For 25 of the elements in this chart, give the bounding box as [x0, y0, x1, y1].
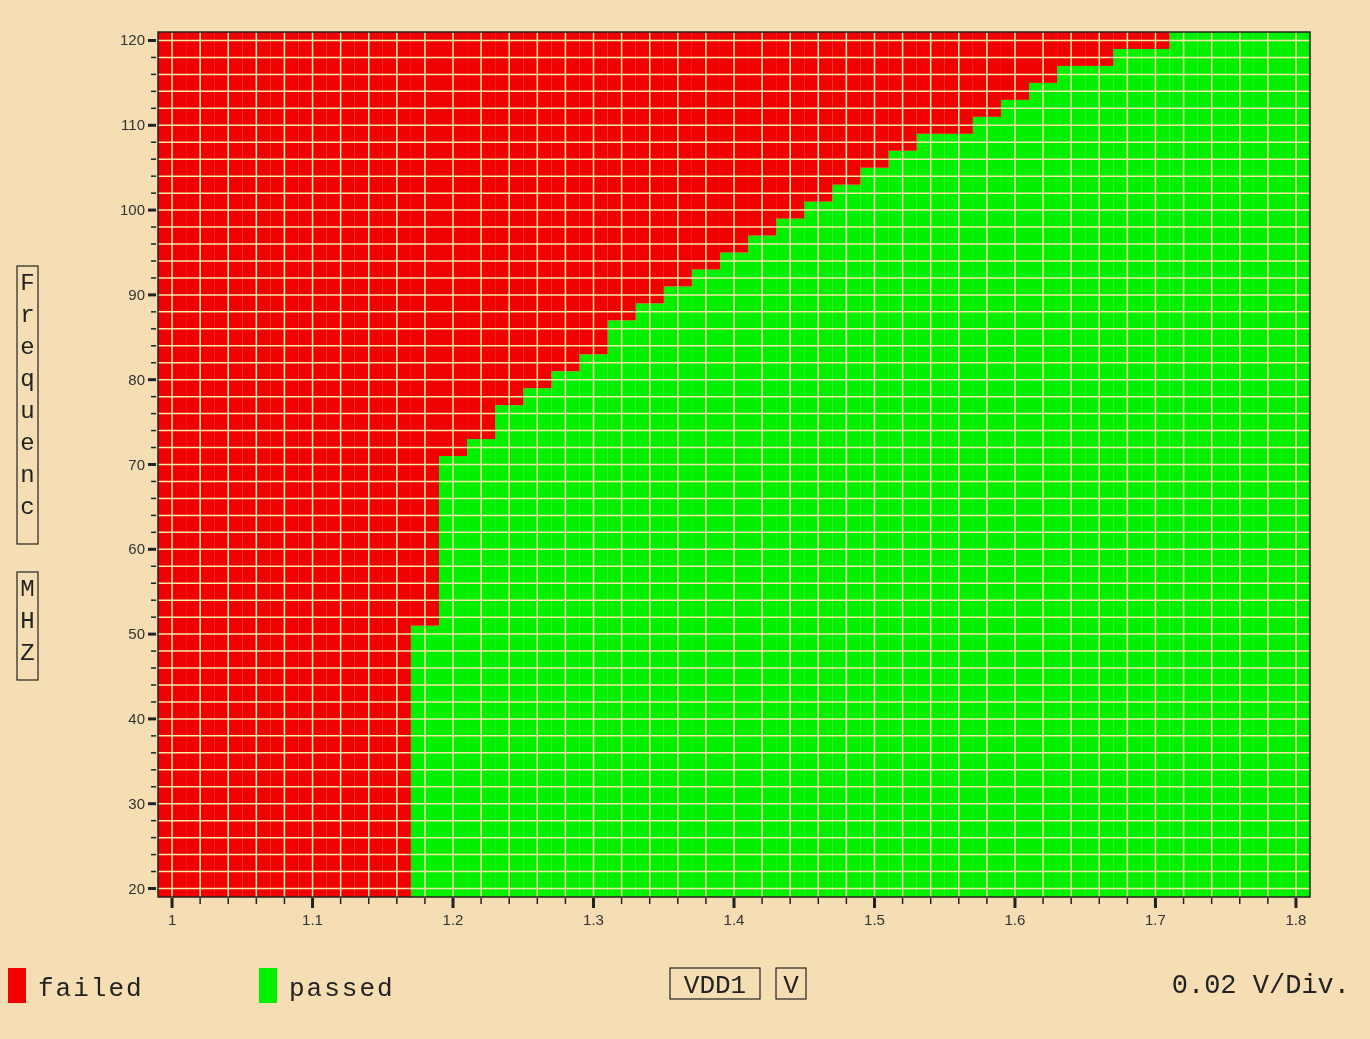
x-tick-label: 1.7	[1145, 911, 1166, 928]
text: 0.02 V/Div.	[1171, 971, 1350, 1001]
x-tick-label: 1.3	[583, 911, 604, 928]
y-tick-label: 40	[128, 709, 145, 727]
x-tick-label: 1.4	[723, 911, 745, 928]
legend-label: passed	[289, 974, 395, 1004]
x-tick-label: 1.1	[302, 911, 323, 928]
legend-label: failed	[38, 974, 144, 1004]
y-tick-label: 110	[121, 116, 145, 134]
y-tick-label: 20	[128, 879, 145, 897]
y-tick-label: 70	[128, 455, 145, 473]
text: VDD1 V	[683, 971, 799, 1001]
text: Frequenc MHZ	[14, 270, 41, 672]
y-tick-label: 60	[128, 540, 145, 558]
y-tick-label: 30	[128, 794, 145, 812]
x-tick-label: 1	[167, 911, 177, 928]
x-tick-label: 1.5	[864, 911, 885, 928]
y-tick-label: 100	[119, 201, 145, 219]
y-tick-label: 90	[128, 285, 145, 303]
x-tick-label: 1.2	[442, 911, 464, 928]
y-tick-label: 80	[128, 370, 145, 388]
y-tick-label: 50	[128, 625, 145, 643]
x-tick-label: 1.8	[1285, 911, 1307, 928]
y-tick-label: 120	[119, 31, 145, 49]
x-tick-label: 1.6	[1004, 911, 1026, 928]
